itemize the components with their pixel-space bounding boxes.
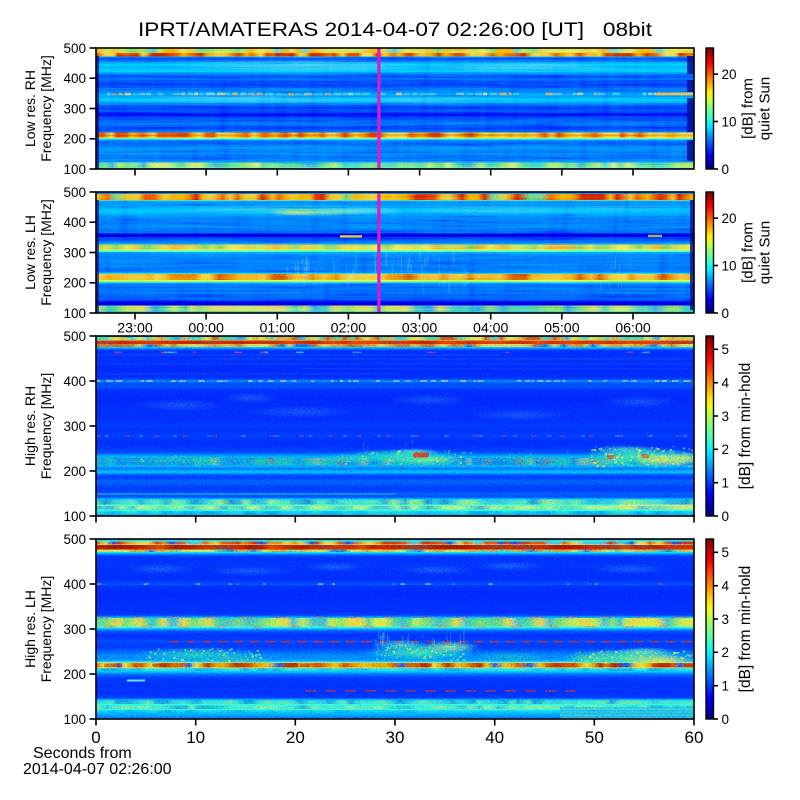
svg-text:5: 5 (722, 545, 730, 560)
svg-text:04:00: 04:00 (473, 321, 509, 337)
svg-text:IPRT/AMATERAS 2014-04-07 02:26: IPRT/AMATERAS 2014-04-07 02:26:00 [UT] 0… (138, 19, 653, 41)
svg-text:300: 300 (63, 419, 86, 434)
svg-text:Frequency [MHz]: Frequency [MHz] (38, 55, 54, 162)
svg-text:10: 10 (722, 114, 737, 129)
svg-text:200: 200 (63, 276, 86, 291)
svg-text:100: 100 (63, 509, 86, 524)
svg-text:500: 500 (63, 185, 86, 200)
svg-text:20: 20 (286, 728, 305, 747)
svg-text:Low res. RH: Low res. RH (22, 70, 38, 147)
svg-text:05:00: 05:00 (544, 321, 580, 337)
svg-text:Frequency [MHz]: Frequency [MHz] (38, 576, 54, 683)
svg-text:03:00: 03:00 (402, 321, 438, 337)
svg-text:300: 300 (63, 622, 86, 637)
svg-text:4: 4 (722, 578, 730, 593)
svg-text:60: 60 (685, 728, 704, 747)
svg-text:100: 100 (63, 306, 86, 321)
svg-text:50: 50 (585, 728, 604, 747)
svg-text:20: 20 (722, 211, 737, 226)
svg-text:3: 3 (722, 409, 730, 424)
svg-text:300: 300 (63, 245, 86, 260)
svg-text:23:00: 23:00 (117, 321, 153, 337)
svg-text:quiet Sun: quiet Sun (757, 77, 774, 140)
svg-text:100: 100 (63, 712, 86, 727)
svg-text:Low res. LH: Low res. LH (22, 215, 38, 290)
svg-text:Seconds from: Seconds from (33, 745, 132, 762)
svg-text:0: 0 (722, 712, 730, 727)
svg-text:4: 4 (722, 375, 730, 390)
svg-text:High res. LH: High res. LH (22, 590, 38, 668)
svg-text:2: 2 (722, 645, 730, 660)
svg-text:5: 5 (722, 342, 730, 357)
svg-text:02:00: 02:00 (331, 321, 367, 337)
svg-text:10: 10 (186, 728, 205, 747)
svg-text:3: 3 (722, 612, 730, 627)
svg-text:400: 400 (63, 71, 86, 86)
svg-text:400: 400 (63, 577, 86, 592)
svg-text:[dB] from min-hold: [dB] from min-hold (737, 566, 754, 693)
svg-text:2: 2 (722, 442, 730, 457)
svg-text:500: 500 (63, 41, 86, 56)
svg-text:400: 400 (63, 374, 86, 389)
svg-text:2014-04-07 02:26:00: 2014-04-07 02:26:00 (23, 761, 172, 778)
svg-text:[dB] from min-hold: [dB] from min-hold (737, 363, 754, 490)
svg-text:Frequency [MHz]: Frequency [MHz] (38, 199, 54, 306)
svg-text:200: 200 (63, 667, 86, 682)
svg-text:[dB] from: [dB] from (740, 222, 757, 283)
svg-text:[dB] from: [dB] from (740, 78, 757, 139)
svg-text:40: 40 (485, 728, 504, 747)
svg-text:quiet Sun: quiet Sun (757, 221, 774, 284)
svg-text:1: 1 (722, 678, 730, 693)
svg-text:300: 300 (63, 101, 86, 116)
svg-text:10: 10 (722, 258, 737, 273)
svg-text:High res. RH: High res. RH (22, 386, 38, 466)
svg-text:400: 400 (63, 215, 86, 230)
svg-text:30: 30 (386, 728, 405, 747)
svg-text:20: 20 (722, 67, 737, 82)
svg-text:0: 0 (722, 509, 730, 524)
svg-text:100: 100 (63, 162, 86, 177)
svg-text:500: 500 (63, 532, 86, 547)
svg-text:1: 1 (722, 475, 730, 490)
svg-text:Frequency [MHz]: Frequency [MHz] (38, 373, 54, 480)
svg-text:00:00: 00:00 (188, 321, 224, 337)
svg-text:01:00: 01:00 (260, 321, 296, 337)
svg-text:0: 0 (91, 728, 100, 747)
svg-text:500: 500 (63, 329, 86, 344)
svg-text:200: 200 (63, 132, 86, 147)
svg-text:06:00: 06:00 (615, 321, 651, 337)
svg-text:0: 0 (722, 162, 730, 177)
svg-text:0: 0 (722, 306, 730, 321)
svg-text:200: 200 (63, 464, 86, 479)
